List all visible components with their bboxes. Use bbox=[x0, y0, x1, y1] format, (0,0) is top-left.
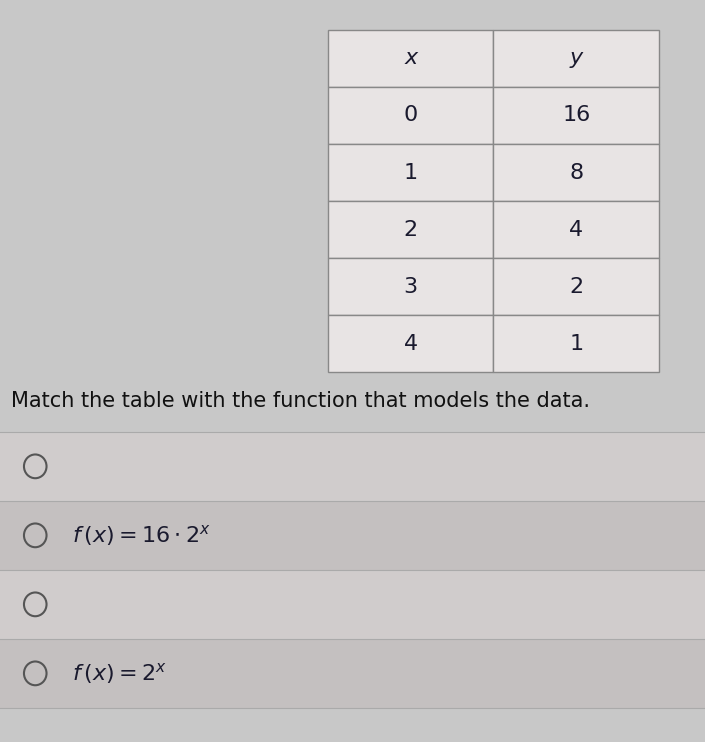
Text: 3: 3 bbox=[403, 277, 418, 297]
FancyBboxPatch shape bbox=[493, 144, 659, 201]
Text: 16: 16 bbox=[562, 105, 591, 125]
Text: 1: 1 bbox=[569, 334, 584, 354]
Text: Match the table with the function that models the data.: Match the table with the function that m… bbox=[11, 391, 589, 411]
Text: $f\,(x) = 16 \cdot 2^{x}$: $f\,(x) = 16 \cdot 2^{x}$ bbox=[72, 523, 211, 548]
Text: 0: 0 bbox=[403, 105, 418, 125]
FancyBboxPatch shape bbox=[328, 30, 494, 87]
FancyBboxPatch shape bbox=[493, 258, 659, 315]
FancyBboxPatch shape bbox=[493, 201, 659, 258]
Bar bbox=[0, 639, 705, 708]
Text: 2: 2 bbox=[569, 277, 584, 297]
Text: y: y bbox=[570, 48, 583, 68]
FancyBboxPatch shape bbox=[493, 315, 659, 372]
FancyBboxPatch shape bbox=[328, 87, 494, 144]
Text: x: x bbox=[404, 48, 417, 68]
FancyBboxPatch shape bbox=[328, 258, 494, 315]
Text: 1: 1 bbox=[403, 162, 418, 183]
Text: 4: 4 bbox=[403, 334, 418, 354]
FancyBboxPatch shape bbox=[493, 30, 659, 87]
Text: 4: 4 bbox=[569, 220, 584, 240]
Text: $f\,(x) = 2^{x}$: $f\,(x) = 2^{x}$ bbox=[72, 661, 167, 686]
Bar bbox=[0, 432, 705, 501]
FancyBboxPatch shape bbox=[328, 201, 494, 258]
Bar bbox=[0, 501, 705, 570]
FancyBboxPatch shape bbox=[328, 144, 494, 201]
FancyBboxPatch shape bbox=[328, 315, 494, 372]
FancyBboxPatch shape bbox=[493, 87, 659, 144]
Bar bbox=[0, 570, 705, 639]
Text: 8: 8 bbox=[569, 162, 584, 183]
Text: 2: 2 bbox=[403, 220, 418, 240]
